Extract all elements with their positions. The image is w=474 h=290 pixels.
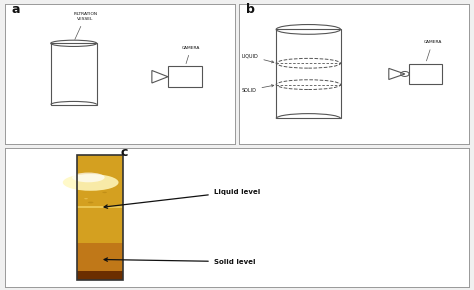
- Text: Liquid level: Liquid level: [104, 188, 260, 208]
- Circle shape: [88, 202, 93, 203]
- Text: CAMERA: CAMERA: [182, 46, 200, 64]
- Text: LIQUID: LIQUID: [242, 54, 274, 63]
- Circle shape: [102, 192, 107, 193]
- Circle shape: [63, 174, 118, 191]
- Text: c: c: [121, 146, 128, 159]
- Text: CAMERA: CAMERA: [423, 40, 442, 61]
- Polygon shape: [77, 242, 123, 271]
- Text: Solid level: Solid level: [104, 258, 255, 265]
- Circle shape: [72, 173, 105, 182]
- Text: a: a: [12, 3, 20, 16]
- Polygon shape: [77, 271, 123, 280]
- Polygon shape: [77, 155, 123, 242]
- Text: b: b: [246, 3, 255, 16]
- Text: FILTRATION
VESSEL: FILTRATION VESSEL: [73, 12, 97, 39]
- Text: SOLID: SOLID: [242, 85, 273, 93]
- Circle shape: [84, 198, 88, 199]
- Polygon shape: [77, 206, 123, 208]
